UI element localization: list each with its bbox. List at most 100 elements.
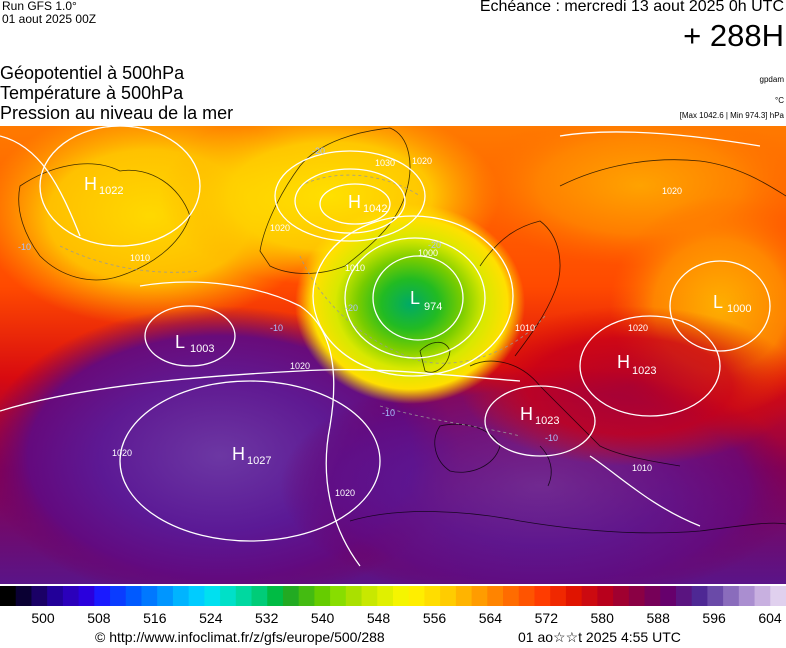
- color-scale-bar: [0, 586, 786, 606]
- layer-title-geopotential: Géopotentiel à 500hPa: [0, 63, 185, 83]
- isobar-label: 1000: [418, 248, 438, 258]
- color-swatch: [723, 586, 740, 606]
- color-swatch: [613, 586, 630, 606]
- pressure-center-value: 1000: [727, 303, 751, 315]
- color-scale-tick-label: 588: [646, 610, 670, 626]
- color-swatch: [424, 586, 441, 606]
- color-swatch: [125, 586, 143, 606]
- isobar-label: 1020: [628, 323, 648, 333]
- color-swatch: [157, 586, 174, 606]
- pressure-center-value: 1003: [190, 343, 214, 355]
- color-swatch: [503, 586, 520, 606]
- color-swatch: [487, 586, 504, 606]
- isobar-label: 1020: [112, 448, 132, 458]
- color-swatch: [628, 586, 646, 606]
- color-scale-tick-label: 516: [143, 610, 167, 626]
- unit-celsius: °C: [775, 96, 784, 105]
- color-swatch: [691, 586, 708, 606]
- color-swatch: [282, 586, 300, 606]
- color-swatch: [393, 586, 410, 606]
- lead-time: + 288H: [683, 18, 784, 53]
- color-swatch: [581, 586, 598, 606]
- color-swatch: [675, 586, 693, 606]
- color-swatch: [298, 586, 315, 606]
- source-url: © http://www.infoclimat.fr/z/gfs/europe/…: [95, 629, 385, 645]
- pressure-center-value: 1023: [535, 415, 559, 427]
- color-swatch: [204, 586, 221, 606]
- isotherm-label: -20: [312, 146, 325, 156]
- color-swatch: [220, 586, 237, 606]
- pressure-center-type: L: [713, 292, 723, 312]
- color-swatch: [267, 586, 284, 606]
- color-swatch: [78, 586, 95, 606]
- color-swatch: [110, 586, 127, 606]
- isobar-label: 1030: [375, 158, 395, 168]
- color-swatch: [550, 586, 567, 606]
- isobar-label: 1020: [290, 361, 310, 371]
- pressure-center-type: L: [175, 332, 185, 352]
- color-swatch: [172, 586, 190, 606]
- color-swatch: [534, 586, 551, 606]
- color-scale-tick-label: 564: [478, 610, 503, 626]
- forecast-valid-time: Echéance : mercredi 13 aout 2025 0h UTC: [479, 0, 784, 15]
- layer-title-temperature: Température à 500hPa: [0, 83, 184, 103]
- isotherm-label: -10: [382, 408, 395, 418]
- color-scale-tick-label: 596: [702, 610, 726, 626]
- pressure-center-type: H: [348, 192, 361, 212]
- isobar-label: 1010: [515, 323, 535, 333]
- color-scale-tick-label: 604: [758, 610, 782, 626]
- color-swatch: [94, 586, 111, 606]
- color-swatch: [440, 586, 457, 606]
- color-swatch: [62, 586, 80, 606]
- pressure-center-type: H: [520, 404, 533, 424]
- pressure-center-value: 974: [424, 301, 442, 313]
- color-swatch: [770, 586, 786, 606]
- isobar-label: 1010: [632, 463, 652, 473]
- color-swatch: [0, 586, 17, 606]
- color-scale-tick-label: 572: [534, 610, 558, 626]
- color-swatch: [47, 586, 64, 606]
- isotherm-label: -10: [545, 433, 558, 443]
- isobar-label: 1010: [345, 263, 365, 273]
- color-swatch: [660, 586, 677, 606]
- color-swatch: [738, 586, 756, 606]
- pressure-min-max: [Max 1042.6 | Min 974.3] hPa: [679, 111, 784, 120]
- color-scale-tick-label: 548: [366, 610, 391, 626]
- color-swatch: [31, 586, 48, 606]
- color-scale-tick-label: 500: [31, 610, 55, 626]
- layer-title-mslp: Pression au niveau de la mer: [0, 103, 234, 123]
- pressure-center-value: 1042: [363, 203, 387, 215]
- color-swatch: [408, 586, 426, 606]
- isotherm-label: -10: [270, 323, 283, 333]
- color-scale-tick-label: 508: [87, 610, 111, 626]
- pressure-center-type: L: [410, 288, 420, 308]
- color-swatch: [314, 586, 331, 606]
- color-swatch: [15, 586, 33, 606]
- pressure-center-type: H: [232, 444, 245, 464]
- color-swatch: [251, 586, 268, 606]
- pressure-center-type: H: [617, 352, 630, 372]
- isotherm-label: -20: [345, 303, 358, 313]
- run-label: Run GFS 1.0°: [2, 0, 77, 13]
- color-swatch: [597, 586, 614, 606]
- color-scale-tick-label: 580: [590, 610, 614, 626]
- pressure-center-value: 1022: [99, 185, 123, 197]
- color-swatch: [518, 586, 536, 606]
- color-scale-tick-label: 532: [255, 610, 279, 626]
- color-swatch: [455, 586, 473, 606]
- color-swatch: [235, 586, 253, 606]
- isobar-label: 1020: [270, 223, 290, 233]
- pressure-center-type: H: [84, 174, 97, 194]
- pressure-center-value: 1027: [247, 455, 271, 467]
- color-swatch: [471, 586, 488, 606]
- color-swatch: [707, 586, 724, 606]
- color-swatch: [141, 586, 158, 606]
- run-date: 01 aout 2025 00Z: [2, 12, 97, 26]
- color-swatch: [754, 586, 771, 606]
- color-swatch: [644, 586, 661, 606]
- color-swatch: [361, 586, 378, 606]
- isobar-label: 1020: [662, 186, 682, 196]
- isobar-label: 1020: [412, 156, 432, 166]
- isotherm-label: -20: [428, 240, 441, 250]
- isobar-label: 1020: [335, 488, 355, 498]
